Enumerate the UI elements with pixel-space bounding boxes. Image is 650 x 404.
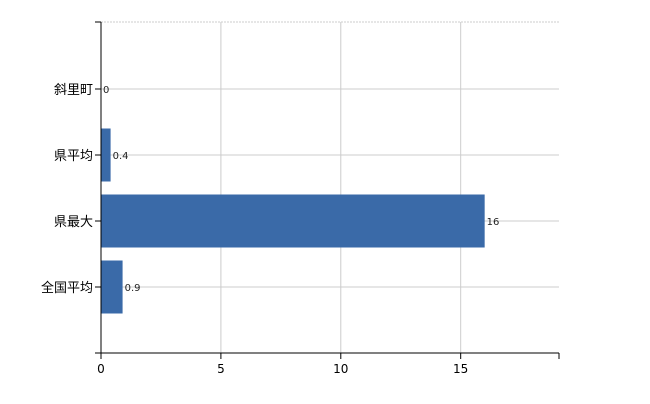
category-label: 全国平均 [41, 280, 93, 296]
x-tick-label: 5 [217, 362, 225, 376]
data-label: 0 [103, 85, 109, 96]
x-tick-label: 10 [333, 362, 348, 376]
bar [101, 260, 123, 314]
x-tick-label: 0 [97, 362, 105, 376]
category-label: 県最大 [54, 215, 93, 230]
bar [101, 128, 111, 182]
category-label: 斜里町 [54, 83, 93, 98]
category-label: 県平均 [54, 149, 93, 164]
data-label: 0.9 [125, 283, 141, 294]
data-label: 0.4 [113, 151, 129, 162]
bar [101, 194, 485, 248]
data-label: 16 [487, 217, 500, 228]
x-tick-label: 15 [453, 362, 468, 376]
